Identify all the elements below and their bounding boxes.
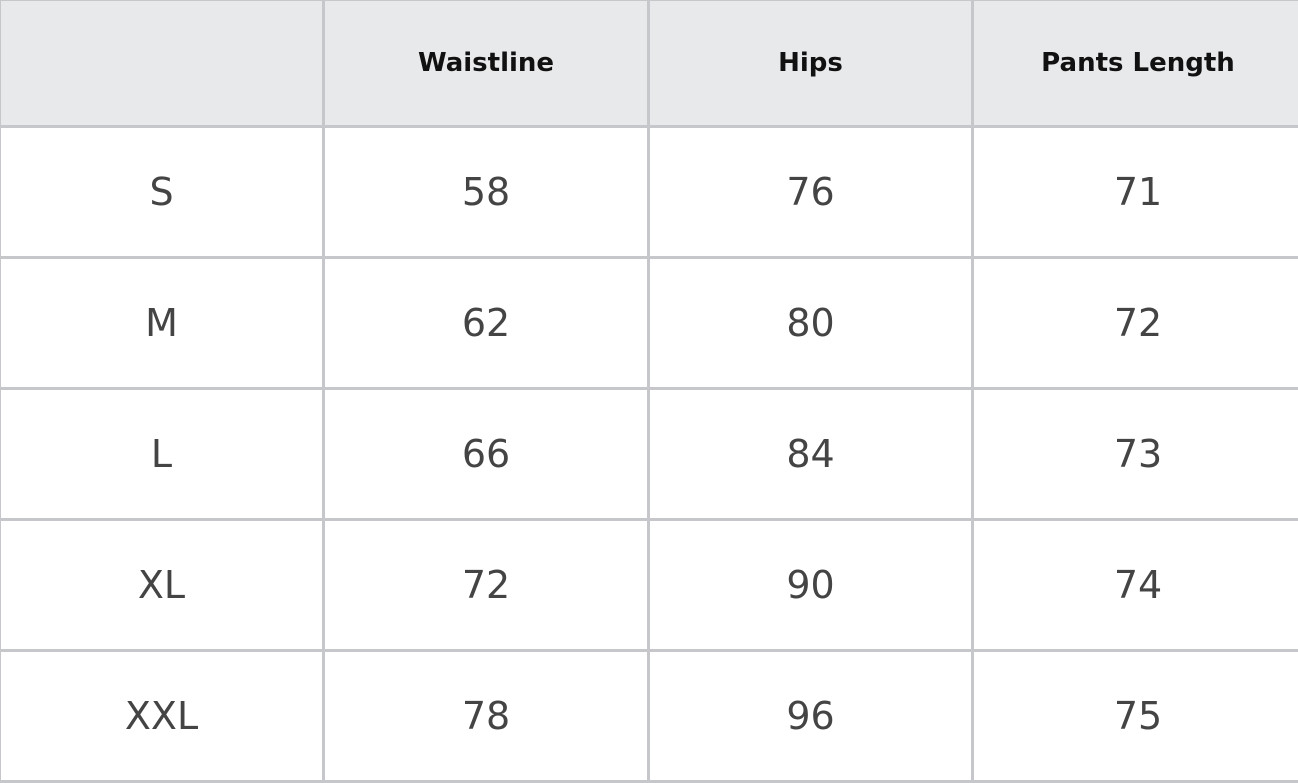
cell-waistline: 66 [324,389,649,520]
header-hips: Hips [649,0,973,127]
header-pants-length: Pants Length [973,0,1298,127]
cell-size: L [0,389,324,520]
cell-waistline: 62 [324,258,649,389]
header-waistline: Waistline [324,0,649,127]
header-row: Waistline Hips Pants Length [0,0,1298,127]
cell-waistline: 72 [324,520,649,651]
cell-size: S [0,127,324,258]
cell-waistline: 58 [324,127,649,258]
cell-size: M [0,258,324,389]
cell-pants-length: 74 [973,520,1298,651]
cell-pants-length: 72 [973,258,1298,389]
cell-pants-length: 71 [973,127,1298,258]
cell-pants-length: 75 [973,651,1298,782]
cell-hips: 80 [649,258,973,389]
cell-hips: 76 [649,127,973,258]
header-size [0,0,324,127]
cell-hips: 96 [649,651,973,782]
cell-hips: 84 [649,389,973,520]
cell-waistline: 78 [324,651,649,782]
cell-pants-length: 73 [973,389,1298,520]
cell-size: XL [0,520,324,651]
cell-hips: 90 [649,520,973,651]
cell-size: XXL [0,651,324,782]
